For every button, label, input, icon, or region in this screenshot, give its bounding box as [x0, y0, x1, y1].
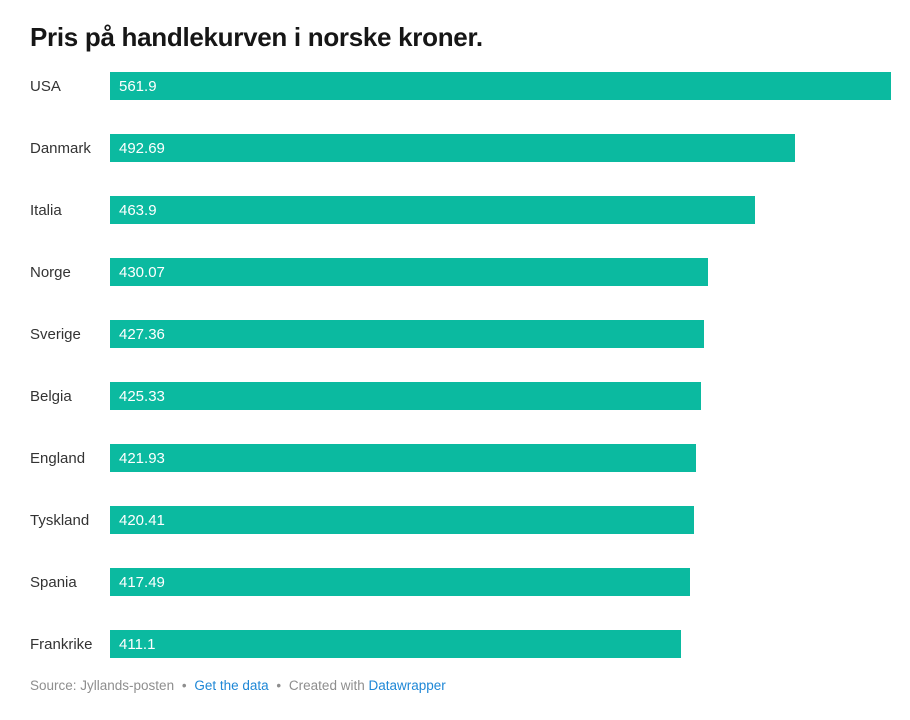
- category-label: Norge: [30, 263, 71, 281]
- bar-row: Danmark 492.69: [30, 117, 891, 179]
- bar-row: Italia 463.9: [30, 179, 891, 241]
- value-label: 561.9: [119, 77, 157, 95]
- bar: 492.69: [110, 134, 795, 162]
- created-with-text: Created with: [288, 678, 365, 693]
- bar-row: Sverige 427.36: [30, 303, 891, 365]
- bar-track: 425.33: [110, 382, 891, 410]
- bar-row: Tyskland 420.41: [30, 489, 891, 551]
- value-label: 411.1: [119, 635, 156, 653]
- value-label: 425.33: [119, 387, 165, 405]
- value-label: 417.49: [119, 573, 165, 591]
- bar: 425.33: [110, 382, 702, 410]
- bar-row: Frankrike 411.1: [30, 613, 891, 675]
- category-label: USA: [30, 77, 61, 95]
- value-label: 430.07: [119, 263, 165, 281]
- bar: 463.9: [110, 196, 755, 224]
- category-label: Italia: [30, 201, 62, 219]
- bar-track: 420.41: [110, 506, 891, 534]
- bar-track: 463.9: [110, 196, 891, 224]
- bar-row: Norge 430.07: [30, 241, 891, 303]
- value-label: 420.41: [119, 511, 165, 529]
- category-label: Sverige: [30, 325, 81, 343]
- bar: 561.9: [110, 72, 891, 100]
- bar: 420.41: [110, 506, 695, 534]
- bar-track: 421.93: [110, 444, 891, 472]
- bar: 417.49: [110, 568, 691, 596]
- category-label: Frankrike: [30, 635, 93, 653]
- category-label: Belgia: [30, 387, 72, 405]
- bar: 427.36: [110, 320, 704, 348]
- bar-track: 561.9: [110, 72, 891, 100]
- value-label: 492.69: [119, 139, 165, 157]
- bar-row: USA 561.9: [30, 55, 891, 117]
- value-label: 463.9: [119, 201, 157, 219]
- bar: 411.1: [110, 630, 682, 658]
- chart-title: Pris på handlekurven i norske kroner.: [30, 22, 483, 52]
- category-label: Tyskland: [30, 511, 90, 529]
- bar-track: 417.49: [110, 568, 891, 596]
- category-label: Danmark: [30, 139, 91, 157]
- bar-track: 427.36: [110, 320, 891, 348]
- bar-track: 411.1: [110, 630, 891, 658]
- get-the-data-link[interactable]: Get the data: [194, 678, 269, 693]
- value-label: 427.36: [119, 325, 165, 343]
- bar-track: 430.07: [110, 258, 891, 286]
- category-label: Spania: [30, 573, 77, 591]
- separator-dot: •: [181, 678, 187, 693]
- bar-row: Spania 417.49: [30, 551, 891, 613]
- category-label: England: [30, 449, 86, 467]
- bar: 430.07: [110, 258, 708, 286]
- separator-dot: •: [276, 678, 282, 693]
- bar: 421.93: [110, 444, 697, 472]
- datawrapper-link[interactable]: Datawrapper: [368, 678, 446, 693]
- chart-footer: Source: Jyllands-posten • Get the data •…: [30, 678, 446, 693]
- bar-row: England 421.93: [30, 427, 891, 489]
- bar-row: Belgia 425.33: [30, 365, 891, 427]
- bar-track: 492.69: [110, 134, 891, 162]
- bar-chart: USA 561.9 Danmark 492.69 Italia 463.9 Norge 430…: [30, 55, 891, 675]
- value-label: 421.93: [119, 449, 165, 467]
- source-text: Source: Jyllands-posten: [30, 678, 175, 693]
